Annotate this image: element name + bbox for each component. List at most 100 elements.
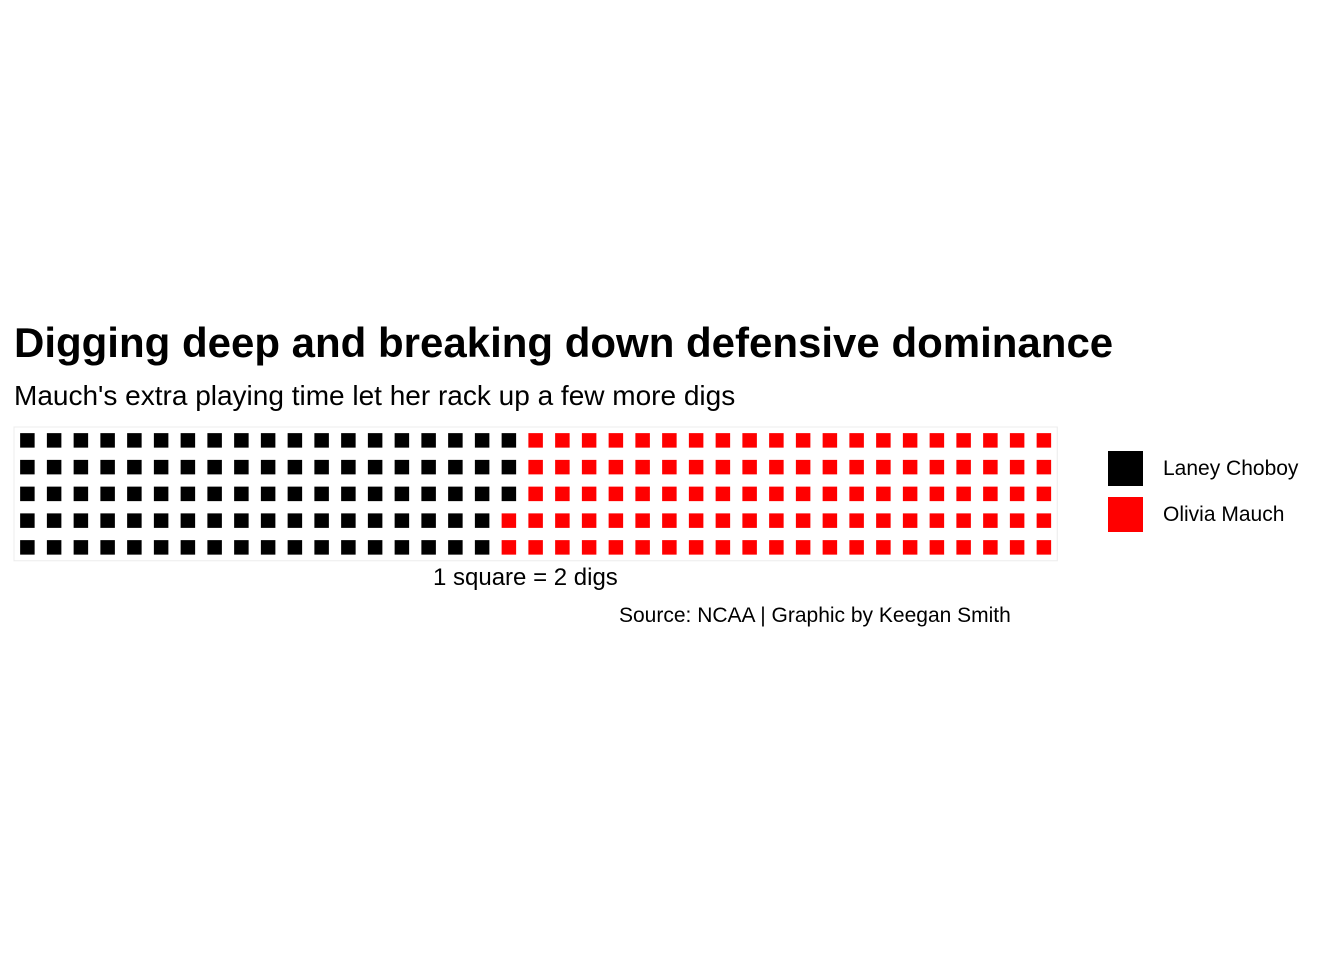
waffle-square-olivia-mauch <box>555 513 570 528</box>
waffle-square-laney-choboy <box>207 459 222 475</box>
waffle-square-laney-choboy <box>421 513 436 528</box>
waffle-square-olivia-mauch <box>902 540 918 555</box>
waffle-square-laney-choboy <box>207 486 222 502</box>
waffle-square-laney-choboy <box>341 486 356 502</box>
waffle-square-laney-choboy <box>448 486 463 502</box>
waffle-square-laney-choboy <box>341 540 356 555</box>
waffle-square-laney-choboy <box>260 459 276 475</box>
waffle-square-laney-choboy <box>474 513 490 528</box>
waffle-square-laney-choboy <box>394 433 410 448</box>
waffle-square-laney-choboy <box>287 486 303 502</box>
waffle-square-laney-choboy <box>474 486 490 502</box>
waffle-square-olivia-mauch <box>581 459 597 475</box>
waffle-square-laney-choboy <box>421 540 436 555</box>
waffle-square-laney-choboy <box>314 459 329 475</box>
waffle-square-laney-choboy <box>341 513 356 528</box>
waffle-square-laney-choboy <box>394 540 410 555</box>
waffle-square-olivia-mauch <box>1009 486 1025 502</box>
waffle-square-laney-choboy <box>20 459 35 475</box>
waffle-square-olivia-mauch <box>555 433 570 448</box>
waffle-square-olivia-mauch <box>795 459 811 475</box>
waffle-square-olivia-mauch <box>876 459 891 475</box>
waffle-square-olivia-mauch <box>929 486 945 502</box>
waffle-square-laney-choboy <box>260 540 276 555</box>
waffle-square-laney-choboy <box>367 540 383 555</box>
waffle-square-olivia-mauch <box>1036 433 1052 448</box>
waffle-square-laney-choboy <box>20 433 35 448</box>
waffle-square-olivia-mauch <box>795 540 811 555</box>
waffle-square-olivia-mauch <box>849 459 864 475</box>
waffle-square-laney-choboy <box>314 513 329 528</box>
waffle-square-olivia-mauch <box>688 486 704 502</box>
waffle-square-laney-choboy <box>46 459 62 475</box>
waffle-square-olivia-mauch <box>742 540 757 555</box>
waffle-square-laney-choboy <box>421 433 436 448</box>
waffle-square-olivia-mauch <box>769 433 784 448</box>
waffle-square-laney-choboy <box>127 459 142 475</box>
waffle-square-laney-choboy <box>153 513 169 528</box>
waffle-square-olivia-mauch <box>1036 459 1052 475</box>
waffle-square-laney-choboy <box>367 513 383 528</box>
waffle-square-laney-choboy <box>20 513 35 528</box>
waffle-square-laney-choboy <box>314 433 329 448</box>
waffle-square-laney-choboy <box>367 486 383 502</box>
waffle-square-laney-choboy <box>314 486 329 502</box>
waffle-square-olivia-mauch <box>581 540 597 555</box>
waffle-square-olivia-mauch <box>1009 433 1025 448</box>
waffle-square-olivia-mauch <box>608 433 624 448</box>
waffle-square-laney-choboy <box>287 433 303 448</box>
waffle-square-olivia-mauch <box>662 513 677 528</box>
waffle-square-olivia-mauch <box>983 540 998 555</box>
waffle-square-olivia-mauch <box>849 486 864 502</box>
waffle-square-olivia-mauch <box>528 540 543 555</box>
waffle-square-olivia-mauch <box>876 433 891 448</box>
waffle-square-olivia-mauch <box>555 486 570 502</box>
waffle-square-laney-choboy <box>20 540 35 555</box>
waffle-square-olivia-mauch <box>742 513 757 528</box>
waffle-square-laney-choboy <box>260 513 276 528</box>
waffle-square-laney-choboy <box>367 459 383 475</box>
waffle-square-laney-choboy <box>287 513 303 528</box>
waffle-square-olivia-mauch <box>956 433 971 448</box>
waffle-square-olivia-mauch <box>769 486 784 502</box>
waffle-square-olivia-mauch <box>849 540 864 555</box>
legend-item-olivia-mauch: Olivia Mauch <box>1108 497 1298 532</box>
waffle-square-olivia-mauch <box>501 513 517 528</box>
x-axis-label: 1 square = 2 digs <box>433 564 618 591</box>
waffle-square-olivia-mauch <box>876 513 891 528</box>
waffle-square-laney-choboy <box>153 540 169 555</box>
waffle-square-laney-choboy <box>46 540 62 555</box>
waffle-square-laney-choboy <box>260 486 276 502</box>
waffle-square-olivia-mauch <box>795 486 811 502</box>
waffle-square-laney-choboy <box>100 459 115 475</box>
waffle-square-laney-choboy <box>234 459 249 475</box>
waffle-square-laney-choboy <box>314 540 329 555</box>
waffle-square-olivia-mauch <box>822 486 838 502</box>
waffle-square-laney-choboy <box>448 433 463 448</box>
waffle-square-laney-choboy <box>474 459 490 475</box>
waffle-square-olivia-mauch <box>1036 540 1052 555</box>
waffle-square-olivia-mauch <box>581 433 597 448</box>
chart-caption: Source: NCAA | Graphic by Keegan Smith <box>619 604 1011 627</box>
waffle-square-olivia-mauch <box>769 513 784 528</box>
waffle-square-olivia-mauch <box>688 433 704 448</box>
waffle-square-olivia-mauch <box>902 486 918 502</box>
waffle-square-olivia-mauch <box>929 433 945 448</box>
waffle-square-olivia-mauch <box>822 540 838 555</box>
waffle-square-olivia-mauch <box>662 486 677 502</box>
waffle-square-olivia-mauch <box>635 459 650 475</box>
waffle-square-laney-choboy <box>234 513 249 528</box>
waffle-square-laney-choboy <box>501 486 517 502</box>
waffle-square-olivia-mauch <box>876 540 891 555</box>
waffle-square-laney-choboy <box>127 513 142 528</box>
waffle-square-laney-choboy <box>180 486 196 502</box>
waffle-square-laney-choboy <box>127 486 142 502</box>
waffle-square-olivia-mauch <box>849 513 864 528</box>
waffle-square-laney-choboy <box>421 459 436 475</box>
waffle-square-laney-choboy <box>180 433 196 448</box>
waffle-square-olivia-mauch <box>688 540 704 555</box>
waffle-square-olivia-mauch <box>956 459 971 475</box>
waffle-square-olivia-mauch <box>715 459 731 475</box>
waffle-square-olivia-mauch <box>528 433 543 448</box>
